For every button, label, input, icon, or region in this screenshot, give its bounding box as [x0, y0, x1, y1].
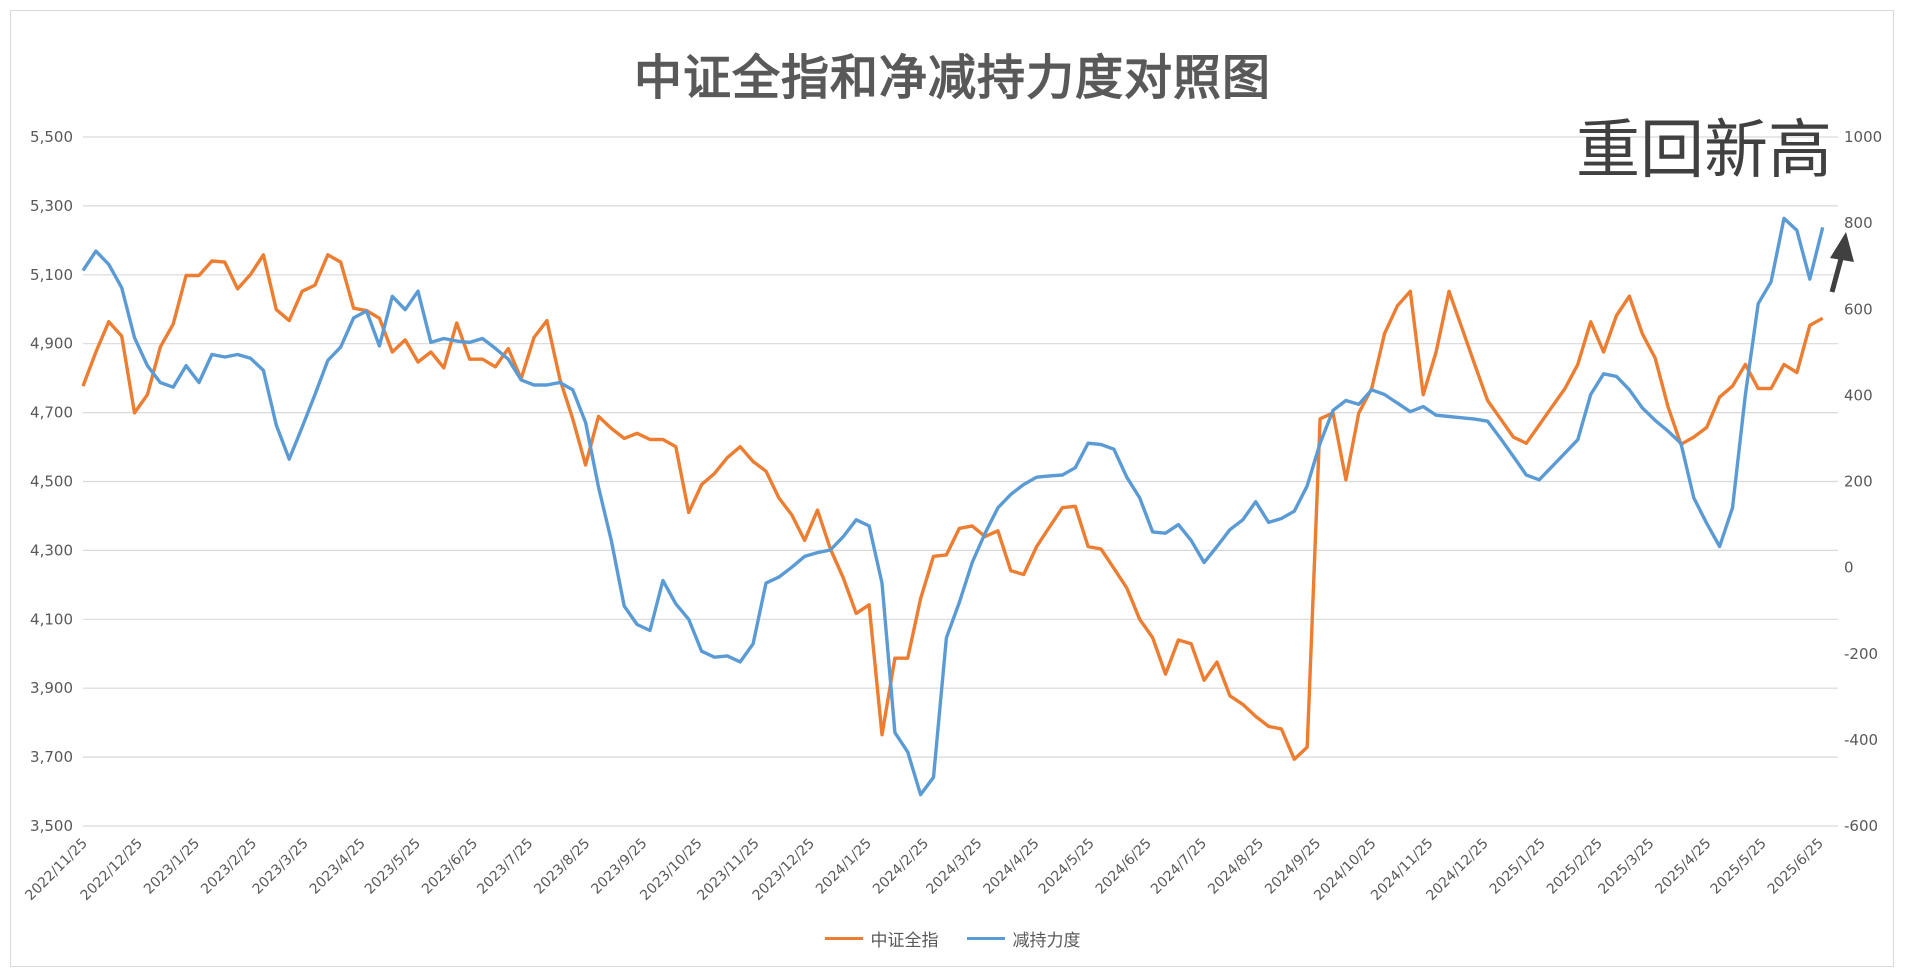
legend-label: 减持力度: [1012, 931, 1081, 951]
left-tick-label: 5,300: [30, 197, 73, 215]
right-tick-label: 800: [1844, 214, 1873, 232]
x-tick-label: 2023/7/25: [474, 836, 536, 898]
legend-swatch-orange: [824, 937, 863, 940]
x-tick-label: 2023/6/25: [419, 836, 481, 898]
right-tick-label: 400: [1844, 386, 1873, 404]
x-tick-label: 2023/1/25: [141, 836, 203, 898]
x-tick-label: 2023/4/25: [307, 836, 369, 898]
right-tick-label: 200: [1844, 473, 1873, 491]
legend-label: 中证全指: [870, 931, 939, 951]
x-tick-label: 2025/3/25: [1595, 836, 1657, 898]
x-tick-label: 2025/1/25: [1487, 836, 1549, 898]
x-tick-label: 2024/3/25: [923, 836, 985, 898]
legend-item-csi-all[interactable]: 中证全指: [824, 926, 939, 951]
x-tick-label: 2023/8/25: [531, 836, 593, 898]
up-arrow-icon: [1829, 232, 1854, 293]
x-tick-label: 2024/5/25: [1036, 836, 1098, 898]
annotation-new-high: 重回新高: [1576, 114, 1832, 188]
left-tick-label: 3,700: [30, 748, 73, 766]
x-tick-label: 2024/8/25: [1205, 836, 1267, 898]
gridlines: [83, 136, 1838, 827]
chart-frame: [10, 10, 1894, 967]
x-tick-label: 2024/4/25: [981, 836, 1043, 898]
legend-item-reduction[interactable]: 减持力度: [966, 926, 1081, 951]
x-tick-label: 2025/6/25: [1765, 836, 1827, 898]
legend: 中证全指 减持力度: [0, 926, 1905, 951]
x-tick-label: 2024/6/25: [1093, 836, 1155, 898]
x-tick-label: 2024/1/25: [813, 836, 875, 898]
left-tick-label: 3,500: [30, 817, 73, 835]
x-tick-label: 2023/5/25: [362, 836, 424, 898]
chart-title: 中证全指和净减持力度对照图: [633, 50, 1271, 106]
right-tick-label: 0: [1844, 559, 1854, 577]
x-axis-ticks: 2022/11/252022/12/252023/1/252023/2/2520…: [22, 836, 1826, 904]
right-tick-label: -600: [1844, 817, 1878, 835]
right-tick-label: 1000: [1844, 128, 1882, 146]
left-tick-label: 4,900: [30, 335, 73, 353]
x-tick-label: 2023/3/25: [250, 836, 312, 898]
right-tick-label: -200: [1844, 645, 1878, 663]
left-tick-label: 4,100: [30, 610, 73, 628]
series-line-csi-all: [81, 253, 1824, 761]
x-tick-label: 2024/7/25: [1148, 836, 1210, 898]
x-tick-label: 2025/5/25: [1708, 836, 1770, 898]
series-lines: [81, 216, 1825, 797]
left-tick-label: 4,500: [30, 473, 73, 491]
left-tick-label: 4,300: [30, 541, 73, 559]
right-axis-ticks: -600 -400 -200 0 200 400 600 800 1000: [1844, 128, 1882, 835]
left-tick-label: 3,900: [30, 679, 73, 697]
series-line-reduction: [81, 216, 1825, 797]
left-axis-ticks: 3,500 3,700 3,900 4,100 4,300 4,500 4,700 4,900…: [30, 128, 73, 835]
right-tick-label: 600: [1844, 300, 1873, 318]
left-tick-label: 5,500: [30, 128, 73, 146]
left-tick-label: 4,700: [30, 404, 73, 422]
left-tick-label: 5,100: [30, 266, 73, 284]
x-tick-label: 2025/4/25: [1652, 836, 1714, 898]
legend-swatch-blue: [966, 937, 1005, 940]
right-tick-label: -400: [1844, 731, 1878, 749]
x-tick-label: 2024/2/25: [870, 836, 932, 898]
